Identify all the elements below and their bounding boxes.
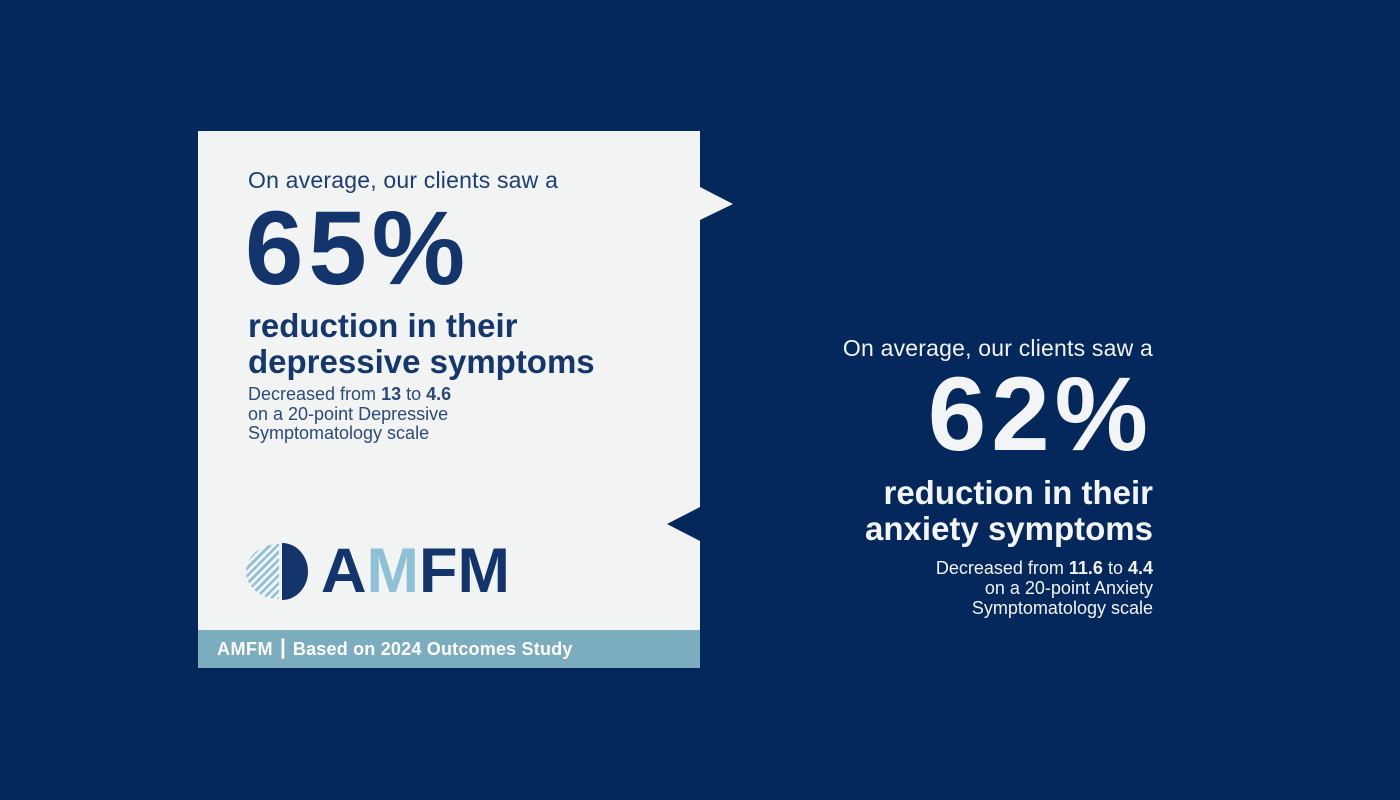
anxiety-detail-line2: on a 20-point Anxiety (984, 578, 1153, 598)
anxiety-stat-label: reduction in their anxiety symptoms (800, 475, 1153, 547)
logo-letter-m2: M (457, 536, 510, 606)
anxiety-intro-text: On average, our clients saw a (842, 335, 1153, 361)
depression-to-value: 4.6 (426, 384, 452, 404)
anxiety-to-value: 4.4 (1127, 558, 1153, 578)
attribution-bar: AMFM | Based on 2024 Outcomes Study (198, 630, 700, 668)
depression-stat-label: reduction in their depressive symptoms (248, 308, 595, 380)
anxiety-detail-prefix: Decreased from (935, 558, 1069, 578)
anxiety-stat-label-line1: reduction in their (883, 474, 1153, 511)
anxiety-stat-value: 62% (927, 356, 1153, 473)
amfm-logo-solid-half (282, 543, 308, 600)
anxiety-detail-line1: Decreased from 11.6 to 4.4 (800, 558, 1153, 578)
logo-letter-f: F (418, 536, 458, 606)
depression-stat-label-line1: reduction in their (248, 307, 518, 344)
amfm-logo-circle-icon (246, 543, 308, 600)
attribution-caption: Based on 2024 Outcomes Study (292, 638, 573, 659)
logo-letter-a: A (321, 536, 367, 606)
anxiety-stat-panel: On average, our clients saw a 62% reduct… (800, 0, 1153, 800)
anxiety-from-value: 11.6 (1068, 558, 1103, 578)
depression-stat-card: On average, our clients saw a 65% reduct… (198, 131, 700, 668)
depression-intro-text: On average, our clients saw a (248, 167, 559, 193)
depression-stat-label-line2: depressive symptoms (248, 343, 595, 380)
attribution-separator: | (279, 636, 286, 659)
depression-detail-line1: Decreased from 13 to 4.6 (248, 384, 452, 405)
depression-from-value: 13 (381, 384, 402, 404)
panel-pointer-left-icon (667, 507, 700, 541)
anxiety-stat-label-line2: anxiety symptoms (865, 510, 1153, 547)
amfm-logo: AMFM (246, 540, 510, 603)
depression-detail-prefix: Decreased from (248, 384, 382, 404)
depression-detail-text: Decreased from 13 to 4.6 on a 20-point D… (248, 384, 452, 444)
anxiety-detail-connector: to (1102, 558, 1128, 578)
attribution-brand: AMFM (217, 638, 273, 659)
depression-detail-line2: on a 20-point Depressive (248, 403, 449, 424)
amfm-logo-wordmark: AMFM (321, 540, 510, 603)
depression-stat-value: 65% (245, 190, 471, 307)
anxiety-detail-line3: Symptomatology scale (971, 598, 1153, 618)
depression-detail-line3: Symptomatology scale (248, 423, 430, 443)
logo-letter-m1: M (366, 536, 419, 606)
amfm-logo-hatched-half (246, 544, 279, 599)
depression-detail-connector: to (401, 384, 427, 404)
card-pointer-right-icon (700, 187, 733, 220)
anxiety-detail-text: Decreased from 11.6 to 4.4 on a 20-point… (800, 558, 1153, 618)
